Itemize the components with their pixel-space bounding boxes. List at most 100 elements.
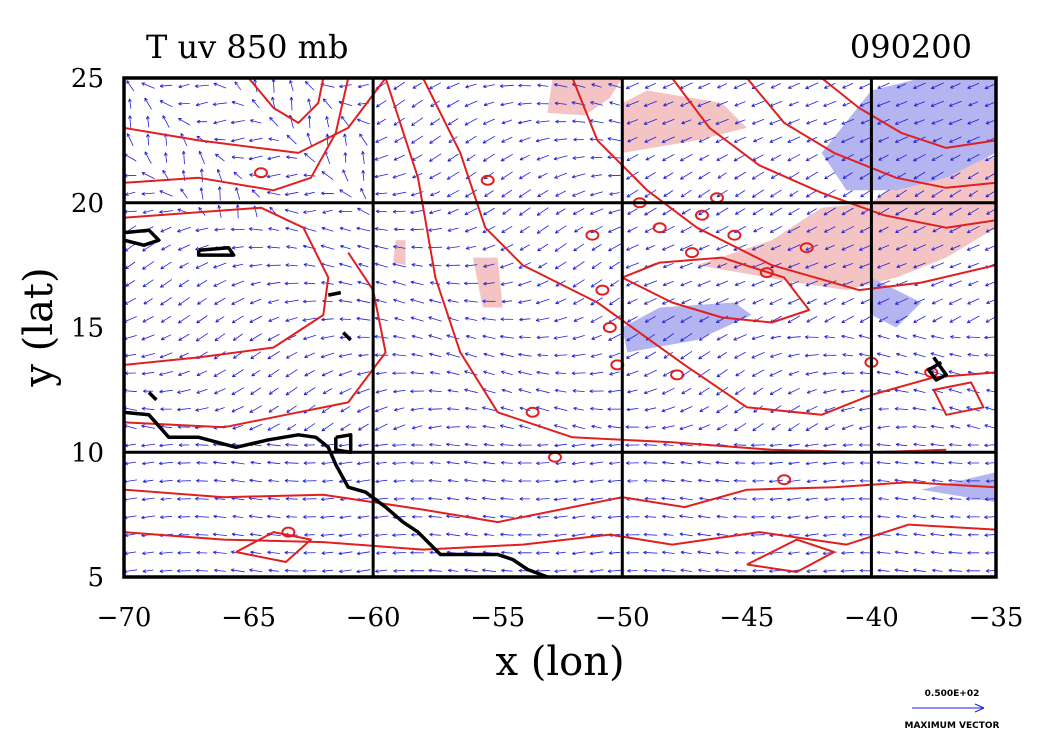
wind-vector-1320 <box>949 100 962 107</box>
wind-vector-672 <box>751 334 765 340</box>
wind-vector-519 <box>643 388 657 395</box>
wind-vector-280 <box>752 479 764 483</box>
wind-vector-431 <box>824 424 835 430</box>
wind-vector-154 <box>248 514 263 519</box>
wind-vector-771 <box>769 297 783 305</box>
wind-vector-1014 <box>734 208 746 215</box>
wind-vector-543 <box>196 370 208 376</box>
wind-vector-1116 <box>805 171 819 180</box>
wind-vector-50 <box>142 551 155 556</box>
wind-vector-76 <box>608 551 621 555</box>
x-tick-label-5: −45 <box>719 603 774 633</box>
wind-vector-175 <box>625 515 640 519</box>
y-axis-ticks: 5 10 15 20 25 <box>71 64 104 593</box>
wind-vector-60 <box>321 551 334 555</box>
wind-vector-684 <box>966 335 981 339</box>
wind-vector-982 <box>159 210 173 214</box>
wind-vector-149 <box>160 515 173 519</box>
wind-vector-1090 <box>342 169 349 182</box>
wind-vector-472 <box>680 406 693 413</box>
wind-vector-405 <box>357 423 369 431</box>
wind-vector-1228 <box>177 117 191 126</box>
wind-vector-10 <box>302 568 317 573</box>
wind-vector-1128 <box>144 151 152 164</box>
wind-vector-144 <box>948 532 962 537</box>
wind-vector-1301 <box>609 101 620 106</box>
wind-vector-1326 <box>178 83 190 89</box>
wind-vector-378 <box>750 443 766 448</box>
wind-vector-1104 <box>590 174 603 178</box>
wind-vector-474 <box>716 405 729 414</box>
wind-vector-621 <box>717 352 727 359</box>
wind-vector-307 <box>356 461 370 466</box>
wind-vector-617 <box>644 351 657 359</box>
wind-vector-883 <box>142 243 155 252</box>
wind-vector-769 <box>734 298 746 305</box>
wind-vector-181 <box>733 514 748 519</box>
wind-vector-485 <box>912 406 927 411</box>
wind-vector-1205 <box>644 136 657 143</box>
wind-vector-82 <box>715 550 729 555</box>
cold-region-3 <box>921 472 996 503</box>
wind-vector-645 <box>267 333 280 341</box>
wind-vector-1364 <box>859 82 873 90</box>
wind-vector-971 <box>841 225 855 234</box>
wind-vector-590 <box>159 352 173 359</box>
wind-vector-503 <box>356 388 371 395</box>
wind-vector-705 <box>464 316 478 321</box>
wind-vector-294 <box>124 461 136 466</box>
wind-vector-1354 <box>679 82 693 90</box>
wind-vector-549 <box>304 370 315 377</box>
wind-vector-1254 <box>643 118 658 125</box>
wind-vector-386 <box>895 442 908 447</box>
wind-vector-429 <box>788 423 800 432</box>
wind-vector-839 <box>232 263 244 268</box>
wind-vector-981 <box>142 209 154 214</box>
wind-vector-833 <box>125 261 136 270</box>
contour-ring-5 <box>685 247 699 259</box>
wind-vector-108 <box>304 533 315 537</box>
wind-vector-1211 <box>753 137 763 143</box>
wind-vector-39 <box>823 569 837 574</box>
wind-vector-1073 <box>914 190 925 197</box>
wind-vector-958 <box>607 226 622 233</box>
wind-vector-749 <box>375 298 387 304</box>
wind-vector-541 <box>159 371 173 376</box>
coastline-1 <box>124 228 161 247</box>
wind-vector-1189 <box>359 133 368 146</box>
wind-vector-1197 <box>501 136 513 143</box>
wind-vector-884 <box>161 244 171 251</box>
wind-vector-773 <box>806 298 817 304</box>
wind-vector-846 <box>358 262 369 268</box>
wind-vector-1039 <box>304 191 315 196</box>
wind-vector-308 <box>375 461 387 466</box>
wind-vector-198 <box>160 497 172 501</box>
wind-vector-388 <box>930 442 945 447</box>
wind-vector-1203 <box>607 137 622 142</box>
wind-vector-6 <box>230 568 245 573</box>
wind-vector-1332 <box>289 80 294 92</box>
wind-vector-1317 <box>895 101 908 107</box>
wind-vector-873 <box>842 263 853 268</box>
contour-ring-6 <box>585 229 600 241</box>
wind-vector-735 <box>124 297 137 305</box>
wind-vector-837 <box>195 262 209 269</box>
wind-vector-206 <box>302 497 317 501</box>
wind-vector-137 <box>822 533 837 538</box>
wind-vector-1139 <box>343 152 348 163</box>
wind-vector-373 <box>663 442 674 447</box>
wind-vector-717 <box>680 315 693 323</box>
wind-vector-1231 <box>230 120 245 125</box>
wind-vector-81 <box>697 550 712 555</box>
wind-vector-696 <box>302 317 317 322</box>
wind-vector-1237 <box>341 115 350 128</box>
wind-vector-260 <box>393 479 406 483</box>
wind-vector-966 <box>753 226 763 233</box>
wind-vector-1127 <box>124 153 137 162</box>
wind-vector-993 <box>357 207 370 216</box>
wind-vector-691 <box>215 316 225 323</box>
wind-vector-548 <box>285 369 298 378</box>
wind-vector-1151 <box>553 155 568 161</box>
wind-vector-1271 <box>948 118 963 125</box>
wind-vector-654 <box>428 334 442 340</box>
